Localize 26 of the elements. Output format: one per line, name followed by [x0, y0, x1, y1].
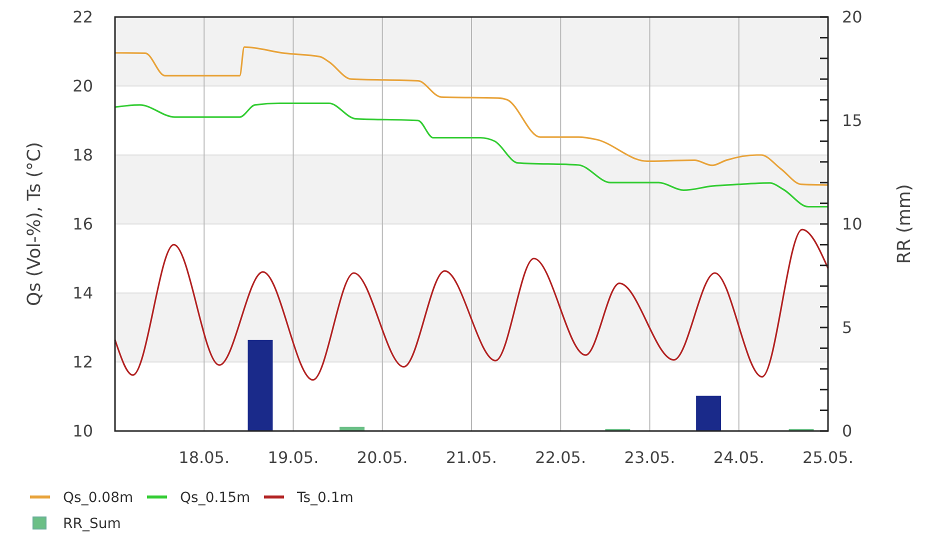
x-tick-label: 19.05. [268, 448, 319, 467]
y2-tick-label: 0 [842, 422, 852, 441]
y-axis-title: Qs (Vol-%), Ts (°C) [24, 142, 45, 306]
y-tick-label: 14 [72, 284, 93, 303]
x-tick-label: 23.05. [624, 448, 676, 467]
x-tick-label: 20.05. [356, 448, 408, 467]
y2-tick-label: 15 [842, 111, 862, 130]
y2-tick-label: 5 [842, 318, 852, 338]
legend-label: RR_Sum [63, 516, 121, 532]
y-tick-label: 18 [72, 146, 93, 165]
y-tick-label: 22 [72, 8, 93, 27]
y-tick-label: 20 [72, 76, 93, 96]
y-tick-label: 12 [72, 352, 93, 372]
y2-tick-label: 10 [842, 214, 862, 234]
y2-axis-title: RR (mm) [894, 184, 915, 264]
legend-label: Qs_0.15m [180, 490, 250, 506]
x-tick-label: 18.05. [178, 448, 230, 467]
y-tick-label: 16 [72, 214, 93, 234]
x-tick-label: 25.05. [802, 448, 854, 467]
x-tick-label: 21.05. [446, 448, 497, 467]
x-tick-label: 24.05. [713, 448, 764, 467]
y-tick-label: 10 [72, 422, 93, 441]
legend-label: Ts_0.1m [296, 490, 354, 506]
y2-tick-label: 20 [842, 8, 862, 27]
x-tick-label: 22.05. [535, 448, 586, 467]
legend-label: Qs_0.08m [63, 490, 134, 506]
